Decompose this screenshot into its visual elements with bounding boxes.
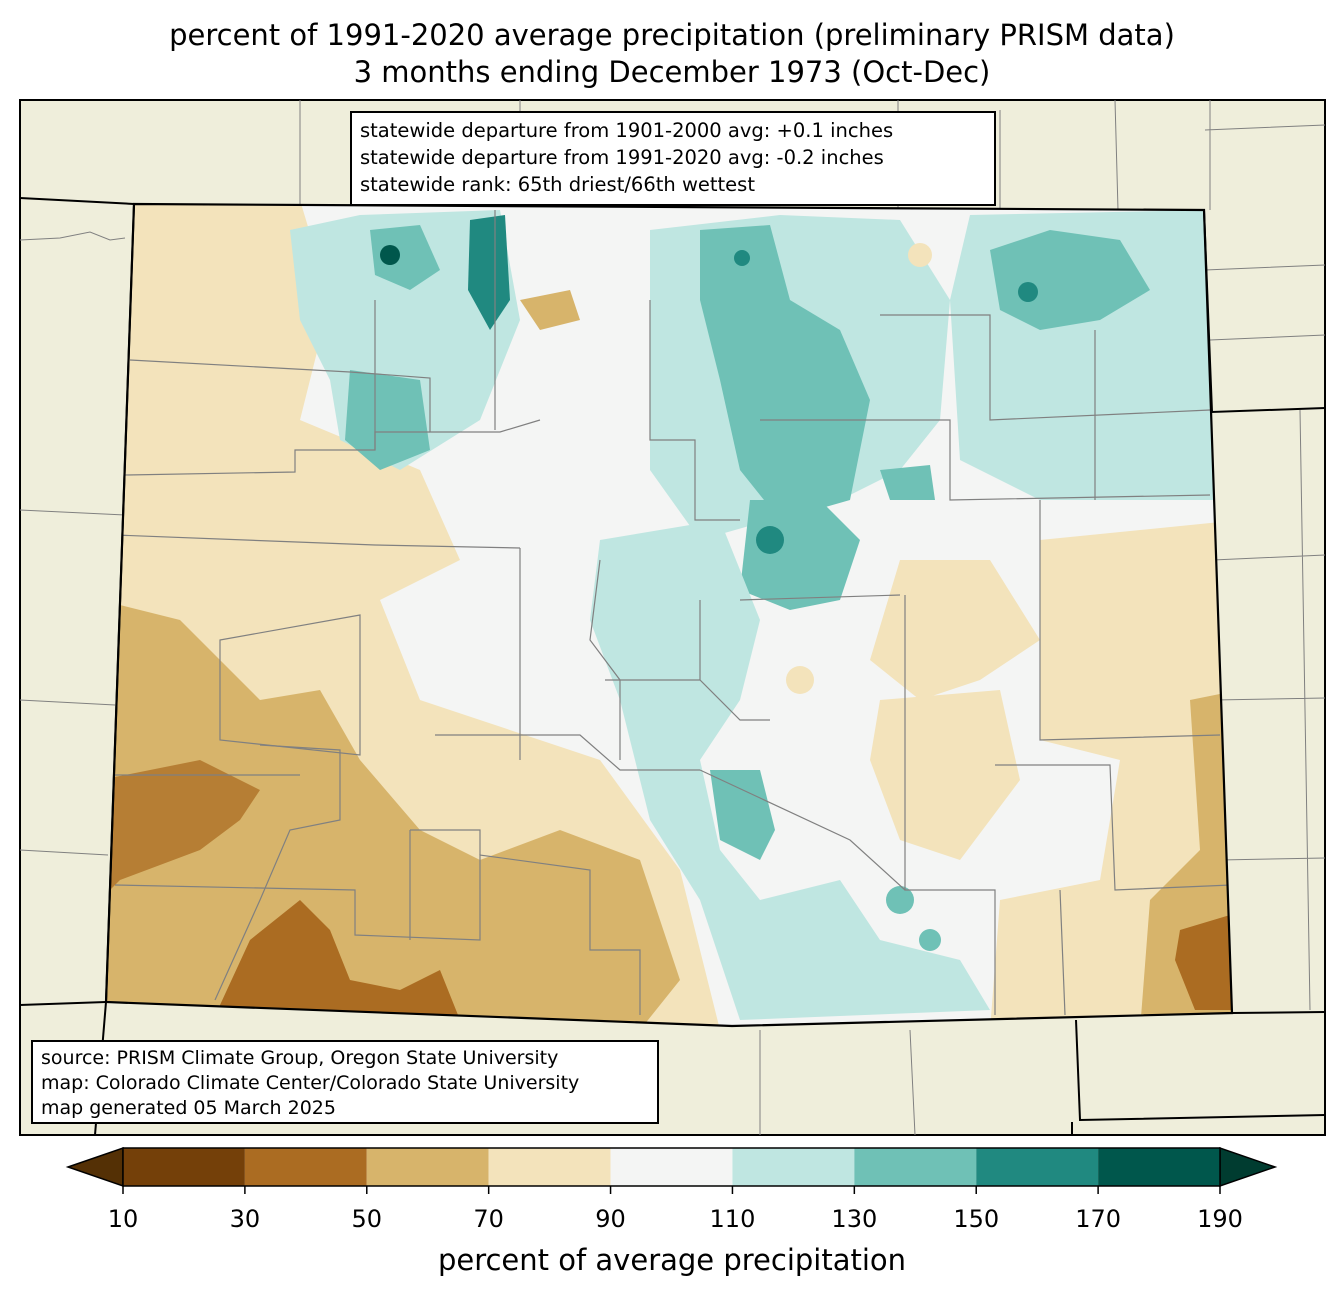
county-lines [110, 210, 1231, 1016]
colorbar-tick-label: 110 [709, 1205, 756, 1233]
colorbar-bin [854, 1148, 977, 1186]
colorbar-tick-label: 10 [107, 1205, 139, 1233]
colorbar-label: percent of average precipitation [437, 1243, 907, 1277]
colorbar-tick-label: 30 [229, 1205, 261, 1233]
colorbar-tick-label: 130 [831, 1205, 878, 1233]
stat-line: statewide rank: 65th driest/66th wettest [360, 173, 755, 196]
colorbar-tick-label: 150 [953, 1205, 1000, 1233]
colorbar [65, 1146, 1278, 1188]
colorbar-bin [244, 1148, 367, 1186]
colorbar-tick-label: 90 [595, 1205, 626, 1233]
colorbar-bin [976, 1148, 1099, 1186]
colorbar-under-arrow [65, 1146, 124, 1188]
credit-line: source: PRISM Climate Group, Oregon Stat… [41, 1047, 559, 1069]
colorbar-bin [123, 1148, 245, 1186]
colorbar-bin [610, 1148, 733, 1186]
stat-line: statewide departure from 1901-2000 avg: … [360, 119, 894, 142]
colorbar-bin [488, 1148, 611, 1186]
colorbar-tick-label: 70 [473, 1205, 504, 1233]
colorbar-over-arrow [1219, 1146, 1278, 1188]
credits-box: source: PRISM Climate Group, Oregon Stat… [31, 1040, 659, 1124]
map-title: percent of 1991-2020 average precipitati… [169, 18, 1175, 52]
colorbar-bin [732, 1148, 855, 1186]
colorbar-tick-label: 170 [1075, 1205, 1122, 1233]
colorbar-tick-label: 50 [351, 1205, 383, 1233]
credit-line: map: Colorado Climate Center/Colorado St… [41, 1072, 580, 1094]
statewide-stats-box: statewide departure from 1901-2000 avg: … [350, 111, 996, 206]
credit-line: map generated 05 March 2025 [41, 1097, 336, 1119]
stat-line: statewide departure from 1991-2020 avg: … [360, 146, 884, 169]
precip-field [106, 204, 1232, 1026]
colorbar-tick-label: 190 [1197, 1205, 1243, 1233]
colorbar-bin [1098, 1148, 1220, 1186]
map-subtitle: 3 months ending December 1973 (Oct-Dec) [353, 55, 991, 89]
colorbar-bin [366, 1148, 489, 1186]
